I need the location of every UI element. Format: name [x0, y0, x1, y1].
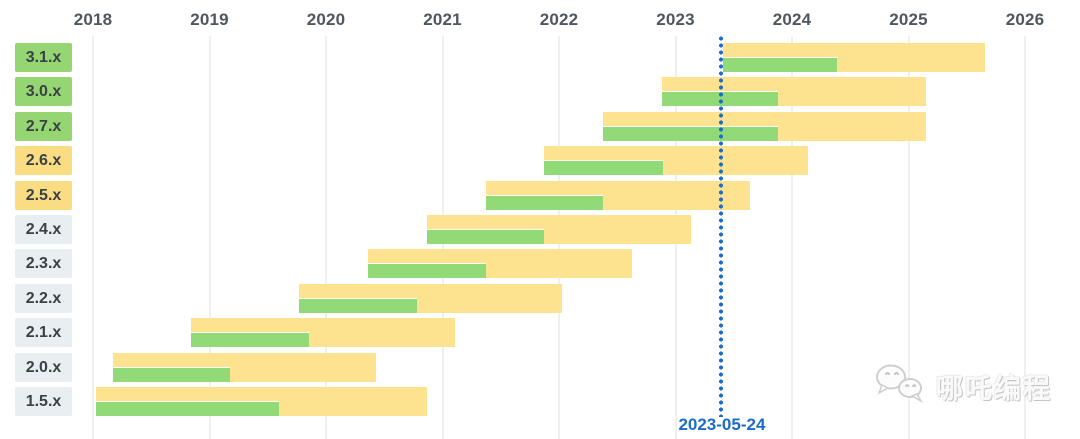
oss-support-bar-2.5.x	[485, 195, 604, 210]
gridline-2024	[791, 36, 793, 439]
gridline-2020	[325, 36, 327, 439]
oss-support-bar-2.1.x	[190, 332, 309, 347]
watermark: 哪吒编程	[874, 362, 1052, 411]
oss-support-bar-2.6.x	[543, 160, 663, 175]
oss-support-bar-2.0.x	[112, 367, 231, 382]
row-label-2.6.x: 2.6.x	[15, 146, 72, 175]
oss-support-bar-2.4.x	[427, 229, 544, 244]
oss-support-bar-3.1.x	[723, 57, 838, 72]
watermark-text: 哪吒编程	[936, 374, 1052, 404]
oss-support-bar-2.2.x	[299, 298, 417, 313]
row-label-2.3.x: 2.3.x	[15, 249, 72, 278]
year-tick-label: 2026	[1005, 10, 1045, 29]
oss-support-bar-1.5.x	[96, 401, 280, 416]
row-label-3.1.x: 3.1.x	[15, 43, 72, 72]
row-label-2.0.x: 2.0.x	[15, 353, 72, 382]
row-label-2.4.x: 2.4.x	[15, 215, 72, 244]
year-tick-label: 2024	[772, 10, 812, 29]
year-tick-label: 2023	[656, 10, 695, 29]
year-tick-label: 2020	[306, 10, 346, 29]
row-label-2.5.x: 2.5.x	[15, 181, 72, 210]
gridline-2026	[1024, 36, 1026, 439]
current-date-marker-line	[718, 35, 723, 417]
oss-support-bar-2.3.x	[367, 263, 486, 278]
year-tick-label: 2022	[539, 10, 579, 29]
gridline-2025	[907, 36, 910, 439]
row-label-2.7.x: 2.7.x	[15, 112, 72, 141]
year-tick-label: 2021	[423, 10, 462, 29]
current-date-label: 2023-05-24	[678, 415, 766, 434]
row-label-2.2.x: 2.2.x	[15, 284, 72, 313]
year-tick-label: 2019	[190, 10, 229, 29]
gridline-2019	[208, 36, 211, 439]
gridline-2018	[92, 36, 94, 439]
row-label-1.5.x: 1.5.x	[15, 387, 72, 416]
row-label-2.1.x: 2.1.x	[15, 318, 72, 347]
year-tick-label: 2025	[889, 10, 928, 29]
year-tick-label: 2018	[73, 10, 113, 29]
wechat-icon	[874, 362, 926, 411]
row-label-3.0.x: 3.0.x	[15, 77, 72, 106]
oss-support-bar-2.7.x	[603, 126, 779, 141]
